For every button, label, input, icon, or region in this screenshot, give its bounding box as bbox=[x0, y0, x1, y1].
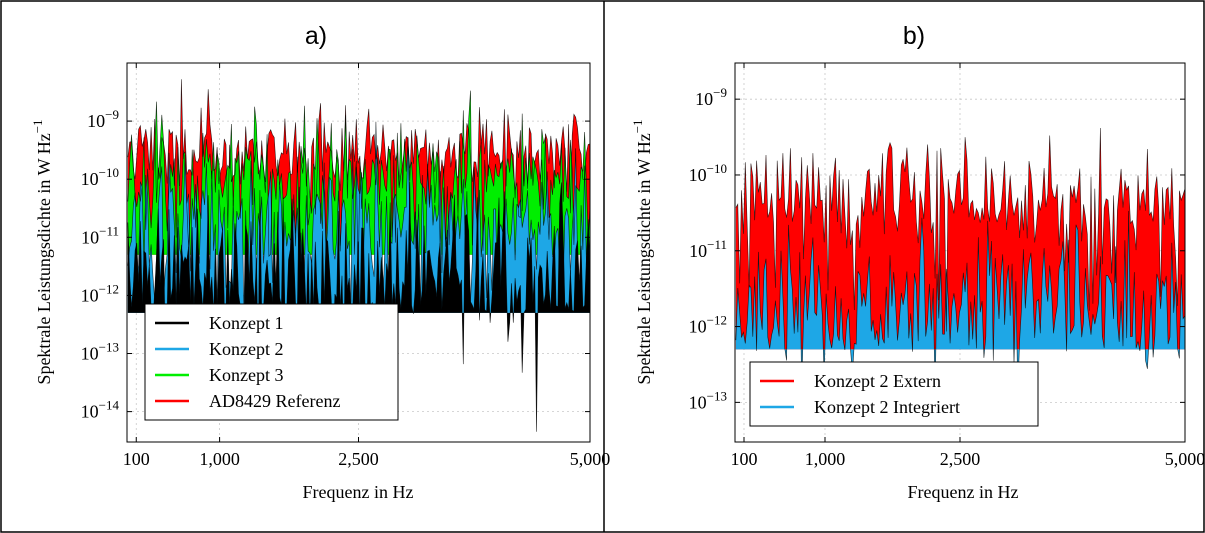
x-tick-label: 100 bbox=[731, 449, 758, 469]
panel-a-ylabel: Spektrale Leistungsdichte in W Hz−1 bbox=[30, 119, 54, 384]
legend-label: AD8429 Referenz bbox=[209, 391, 340, 411]
y-tick-label: 10−10 bbox=[689, 161, 727, 185]
panel-a-label: a) bbox=[305, 22, 327, 50]
y-tick-label: 10−9 bbox=[87, 107, 119, 131]
panel-b-xlabel: Frequenz in Hz bbox=[908, 482, 1019, 502]
y-tick-label: 10−10 bbox=[81, 165, 119, 189]
x-tick-label: 2,500 bbox=[338, 449, 379, 469]
series-line-konzept-2-integriert bbox=[735, 210, 1185, 398]
x-tick-label: 2,500 bbox=[940, 449, 981, 469]
panel-b-label: b) bbox=[903, 22, 925, 50]
y-tick-label: 10−13 bbox=[81, 340, 119, 364]
x-tick-label: 100 bbox=[123, 449, 150, 469]
x-tick-label: 1,000 bbox=[805, 449, 846, 469]
series-line-konzept-2-extern bbox=[735, 127, 1185, 332]
y-tick-label: 10−9 bbox=[695, 85, 727, 109]
legend-label: Konzept 1 bbox=[209, 313, 283, 333]
panel-b-ylabel: Spektrale Leistungsdichte in W Hz−1 bbox=[630, 119, 654, 384]
panel-a: a) 100 1,000 2,500 5,000 10−14 10−13 10−12 10−1… bbox=[30, 22, 610, 502]
x-tick-label: 5,000 bbox=[1165, 449, 1205, 469]
panel-b: b) 100 1,000 2,500 5,000 10−13 10−12 10−11 10−1… bbox=[630, 22, 1205, 502]
panel-b-legend: Konzept 2 Extern Konzept 2 Integriert bbox=[749, 361, 1039, 427]
series-line-ad8429-referenz bbox=[127, 79, 590, 229]
x-tick-label: 1,000 bbox=[199, 449, 240, 469]
panel-a-xlabel: Frequenz in Hz bbox=[303, 482, 414, 502]
series-line-konzept-1 bbox=[127, 181, 590, 432]
series-line-konzept-2 bbox=[127, 121, 590, 315]
x-tick-label: 5,000 bbox=[570, 449, 611, 469]
y-tick-label: 10−13 bbox=[689, 388, 727, 412]
legend-label: Konzept 2 Extern bbox=[814, 371, 941, 391]
y-tick-label: 10−11 bbox=[81, 223, 119, 247]
y-tick-label: 10−14 bbox=[81, 398, 120, 422]
legend-label: Konzept 2 bbox=[209, 339, 283, 359]
y-tick-label: 10−12 bbox=[689, 313, 727, 337]
legend-label: Konzept 3 bbox=[209, 365, 283, 385]
y-tick-label: 10−11 bbox=[689, 237, 727, 261]
y-tick-label: 10−12 bbox=[81, 281, 119, 305]
series-line-konzept-3 bbox=[127, 90, 590, 287]
series-area-konzept-2-extern bbox=[735, 128, 1185, 350]
panel-b-plot-area: 100 1,000 2,500 5,000 10−13 10−12 10−11 10−10 10… bbox=[689, 62, 1205, 469]
legend-box bbox=[749, 361, 1039, 427]
legend-label: Konzept 2 Integriert bbox=[814, 397, 960, 417]
panel-a-legend: Konzept 1 Konzept 2 Konzept 3 AD8429 Refere… bbox=[144, 303, 399, 421]
